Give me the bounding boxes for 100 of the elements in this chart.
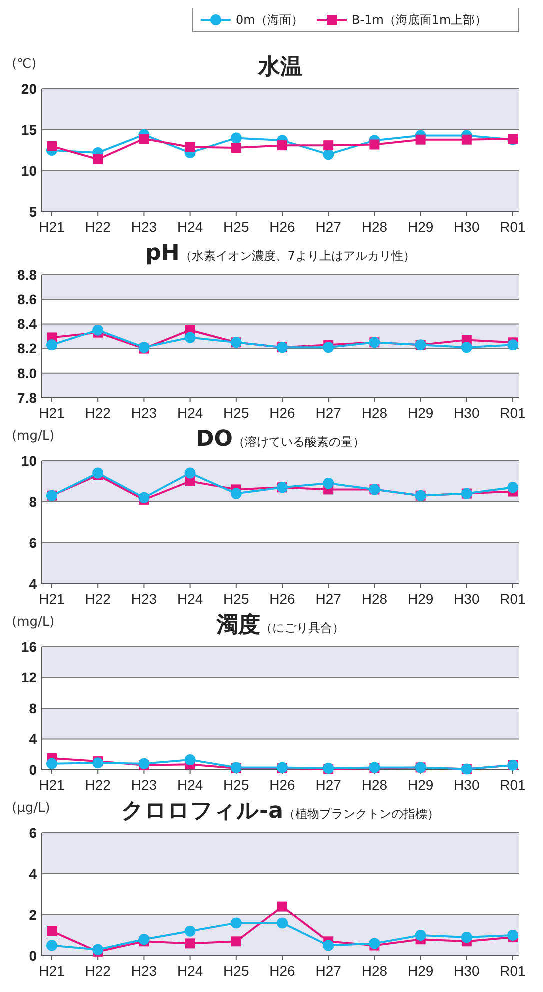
point xyxy=(278,140,288,151)
y-tick-label: 0 xyxy=(29,762,38,778)
chart-subtitle: （溶けている酸素の量） xyxy=(232,435,365,449)
y-axis-title: (μg/L) xyxy=(12,801,50,816)
point xyxy=(46,940,58,952)
y-tick-label: 8.2 xyxy=(18,340,38,357)
x-tick-label: H25 xyxy=(224,405,250,421)
x-tick-label: H23 xyxy=(131,591,158,607)
point xyxy=(92,944,104,956)
y-tick-label: 8 xyxy=(29,494,38,510)
point xyxy=(324,140,334,151)
y-tick-label: 0 xyxy=(29,948,38,964)
x-tick-label: H21 xyxy=(39,963,66,979)
point xyxy=(461,342,472,354)
x-tick-label: H21 xyxy=(39,777,66,793)
point xyxy=(416,134,426,145)
x-tick-label: H28 xyxy=(362,405,388,421)
x-tick-label: R01 xyxy=(500,591,526,607)
x-tick-label: H30 xyxy=(454,405,480,421)
x-tick-label: H24 xyxy=(177,777,204,793)
point xyxy=(47,141,57,152)
point xyxy=(184,926,196,937)
point xyxy=(46,758,58,770)
x-tick-label: R01 xyxy=(500,219,526,235)
chart-title: pH xyxy=(146,241,180,266)
x-tick-label: H25 xyxy=(224,219,250,235)
x-tick-label: H29 xyxy=(408,963,434,979)
x-tick-label: R01 xyxy=(500,777,526,793)
point xyxy=(508,482,518,494)
point xyxy=(138,934,150,946)
point xyxy=(185,142,196,152)
point xyxy=(323,478,334,490)
x-tick-label: H22 xyxy=(85,591,112,607)
y-tick-label: 8.0 xyxy=(18,365,38,382)
y-tick-label: 6 xyxy=(29,824,38,841)
x-tick-label: H23 xyxy=(131,963,158,979)
x-tick-label: H22 xyxy=(85,219,112,235)
legend-label: B-1m（海底面1m上部） xyxy=(352,13,488,28)
point xyxy=(139,134,150,144)
x-tick-label: H29 xyxy=(408,219,434,235)
x-tick-label: H22 xyxy=(85,963,112,979)
y-tick-label: 15 xyxy=(21,122,38,138)
x-tick-label: H25 xyxy=(224,963,250,979)
x-tick-label: H21 xyxy=(39,591,66,607)
point xyxy=(184,332,196,344)
point xyxy=(92,324,104,336)
x-tick-label: H24 xyxy=(177,963,204,979)
chart-subtitle: （にごり具合） xyxy=(260,621,344,635)
x-tick-label: H23 xyxy=(131,777,158,793)
point xyxy=(508,340,518,351)
point xyxy=(46,340,58,351)
y-axis-title: (mg/L) xyxy=(12,429,55,444)
y-tick-label: 4 xyxy=(29,866,38,882)
x-tick-label: H28 xyxy=(362,219,388,235)
x-tick-label: H21 xyxy=(39,219,66,235)
y-tick-label: 5 xyxy=(29,204,38,220)
point xyxy=(47,926,57,936)
x-tick-label: H27 xyxy=(316,591,342,607)
x-tick-label: H26 xyxy=(270,591,296,607)
point xyxy=(93,154,104,165)
y-tick-label: 4 xyxy=(29,576,38,592)
point xyxy=(230,488,242,500)
chart-subtitle: （植物プランクトンの指標） xyxy=(283,807,440,821)
x-tick-label: H30 xyxy=(454,963,480,979)
y-tick-label: 12 xyxy=(21,670,38,686)
point xyxy=(231,936,242,947)
y-axis-title: (℃) xyxy=(12,57,37,72)
x-tick-label: R01 xyxy=(500,963,526,979)
x-tick-label: H26 xyxy=(270,219,296,235)
x-tick-label: H23 xyxy=(131,219,158,235)
point xyxy=(370,140,380,150)
chart-title: 濁度 xyxy=(216,612,260,638)
point xyxy=(323,342,334,354)
chart-title: 水温 xyxy=(258,55,302,80)
x-tick-label: H28 xyxy=(362,777,388,793)
x-tick-label: H25 xyxy=(224,591,250,607)
x-tick-label: H27 xyxy=(316,405,342,421)
chart-title: クロロフィル-a xyxy=(122,799,284,824)
x-tick-label: H24 xyxy=(177,591,204,607)
x-tick-label: H23 xyxy=(131,405,158,421)
x-tick-label: H28 xyxy=(362,591,388,607)
x-tick-label: H29 xyxy=(408,591,434,607)
x-tick-label: H27 xyxy=(316,219,342,235)
x-tick-label: H28 xyxy=(362,963,388,979)
y-tick-label: 7.8 xyxy=(18,390,38,406)
point xyxy=(415,930,426,941)
point xyxy=(278,902,288,912)
x-tick-label: H21 xyxy=(39,405,66,421)
x-tick-label: H22 xyxy=(85,405,112,421)
point xyxy=(369,938,380,950)
point xyxy=(185,938,196,949)
x-tick-label: H26 xyxy=(270,963,296,979)
y-tick-label: 6 xyxy=(29,534,38,551)
x-tick-label: H30 xyxy=(454,777,480,793)
x-tick-label: H27 xyxy=(316,963,342,979)
point xyxy=(323,940,334,952)
x-tick-label: H26 xyxy=(270,405,296,421)
point xyxy=(184,468,196,479)
y-tick-label: 8.4 xyxy=(18,316,38,332)
point xyxy=(231,143,242,154)
